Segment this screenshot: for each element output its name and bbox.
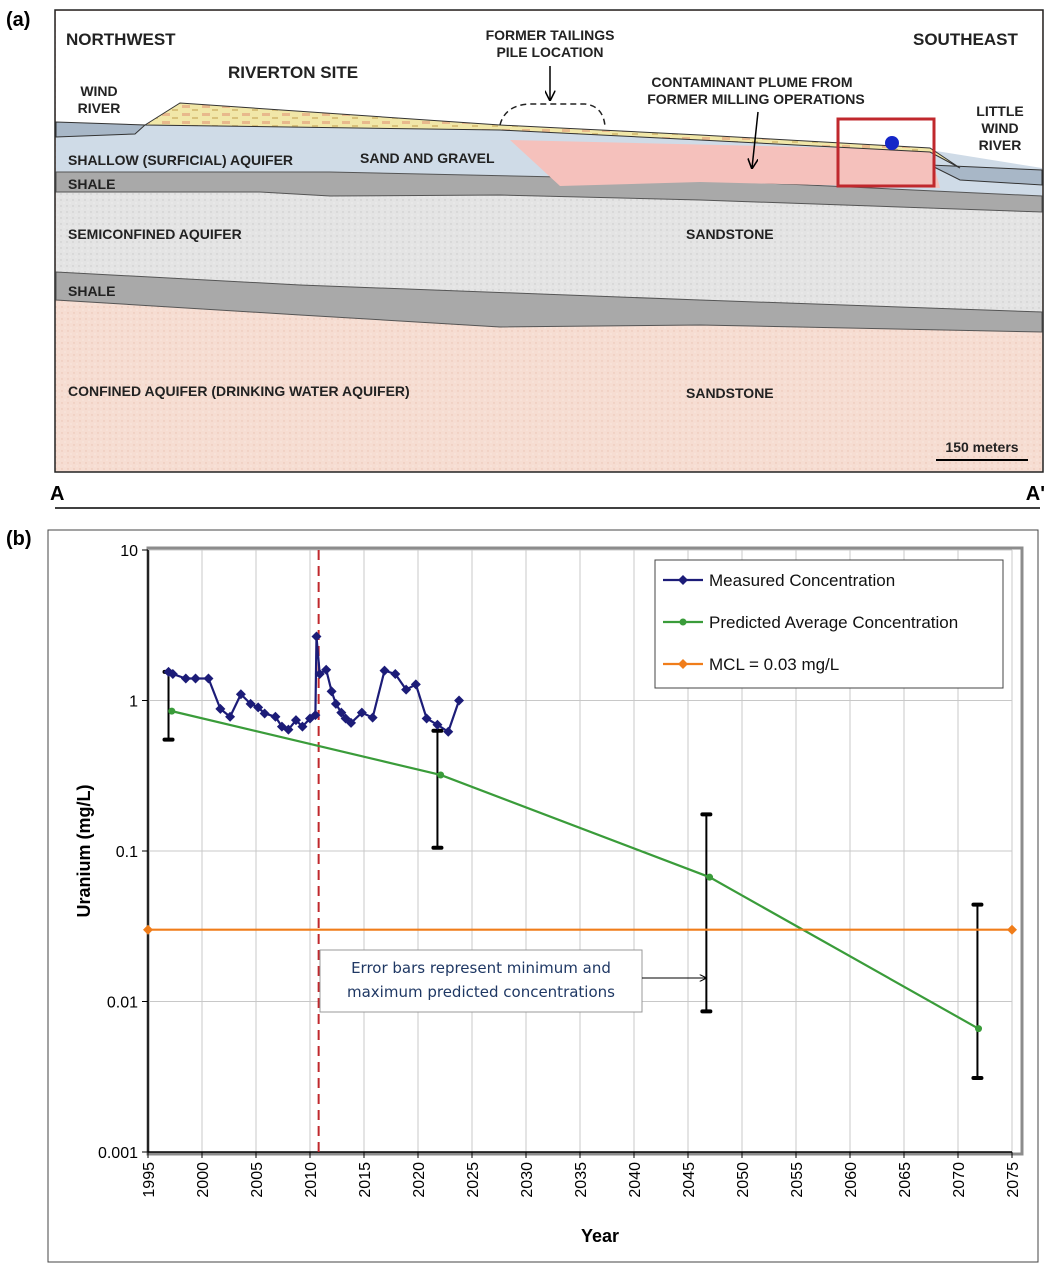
annotation-text: maximum predicted concentrations — [347, 983, 615, 1001]
cross-section: (a) NORTHWEST SOUTHEAST RIVERTON SITE WI… — [6, 9, 1045, 508]
x-tick-label: 2040 — [627, 1162, 644, 1198]
label: CONFINED AQUIFER (DRINKING WATER AQUIFER… — [68, 383, 410, 399]
label: SANDSTONE — [686, 226, 774, 242]
label: RIVERTON SITE — [228, 63, 358, 82]
x-tick-label: 2070 — [951, 1162, 968, 1198]
x-tick-label: 2055 — [789, 1162, 806, 1198]
x-axis-label: Year — [581, 1226, 619, 1246]
x-tick-label: 2015 — [357, 1162, 374, 1198]
scale-label: 150 meters — [945, 439, 1018, 455]
x-tick-label: 2030 — [519, 1162, 536, 1198]
y-tick-label: 1 — [129, 694, 138, 711]
x-tick-label: 2010 — [303, 1162, 320, 1198]
x-tick-label: 2065 — [897, 1162, 914, 1198]
y-axis-label: Uranium (mg/L) — [74, 784, 94, 917]
annotation-text: Error bars represent minimum and — [351, 959, 611, 977]
page: (a) NORTHWEST SOUTHEAST RIVERTON SITE WI… — [0, 0, 1045, 1266]
x-tick-label: 2020 — [411, 1162, 428, 1198]
legend-label: MCL = 0.03 mg/L — [709, 655, 839, 674]
legend-label: Measured Concentration — [709, 571, 895, 590]
figure: (a) NORTHWEST SOUTHEAST RIVERTON SITE WI… — [0, 0, 1045, 1266]
x-tick-label: 2005 — [249, 1162, 266, 1198]
data-point — [168, 708, 175, 715]
x-tick-label: 2060 — [843, 1162, 860, 1198]
panel-label: (a) — [6, 9, 30, 31]
label: NORTHWEST — [66, 30, 176, 49]
legend-label: Predicted Average Concentration — [709, 613, 958, 632]
data-point — [437, 771, 444, 778]
legend-marker — [680, 619, 687, 626]
label: SHALE — [68, 176, 115, 192]
label: SAND AND GRAVEL — [360, 150, 495, 166]
x-tick-label: 1995 — [141, 1162, 158, 1198]
panel-label: (b) — [6, 528, 32, 550]
x-tick-label: 2000 — [195, 1162, 212, 1198]
y-tick-label: 0.01 — [107, 995, 138, 1012]
well-dot — [885, 136, 899, 150]
x-tick-label: 2075 — [1005, 1162, 1022, 1198]
data-point — [975, 1025, 982, 1032]
section-end: A' — [1026, 483, 1045, 505]
label: SHALE — [68, 283, 115, 299]
y-tick-label: 0.001 — [98, 1145, 138, 1162]
x-tick-label: 2035 — [573, 1162, 590, 1198]
x-tick-label: 2045 — [681, 1162, 698, 1198]
x-tick-label: 2050 — [735, 1162, 752, 1198]
label: SHALLOW (SURFICIAL) AQUIFER — [68, 152, 293, 168]
x-tick-label: 2025 — [465, 1162, 482, 1198]
y-tick-label: 10 — [120, 543, 138, 560]
label: SEMICONFINED AQUIFER — [68, 226, 242, 242]
label: SOUTHEAST — [913, 30, 1018, 49]
label: SANDSTONE — [686, 385, 774, 401]
section-end: A — [50, 483, 64, 505]
data-point — [706, 874, 713, 881]
y-tick-label: 0.1 — [116, 844, 138, 861]
